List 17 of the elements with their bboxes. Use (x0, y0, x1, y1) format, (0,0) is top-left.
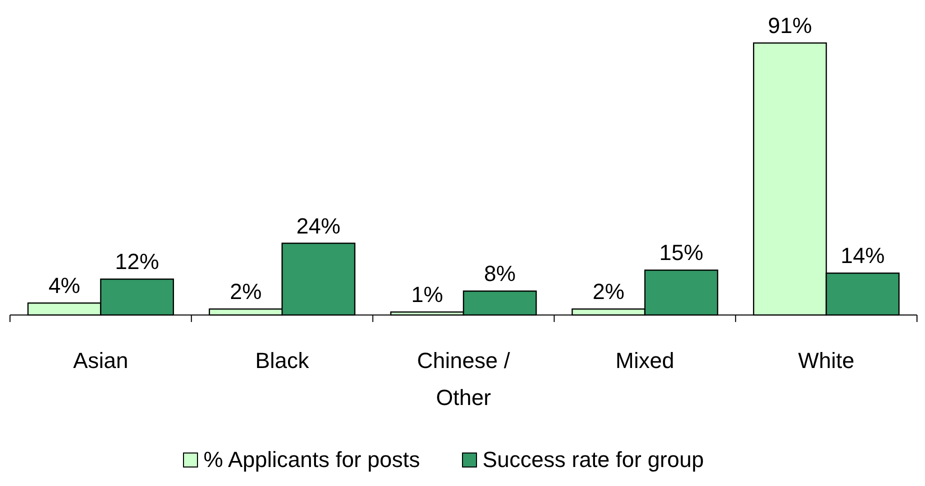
data-label: 15% (659, 240, 704, 266)
x-tick-label: Asian (73, 348, 128, 373)
x-tick-label: White (798, 348, 854, 373)
x-tick-label: Chinese / Other (417, 348, 511, 410)
data-label: 8% (484, 261, 516, 286)
legend-label: Success rate for group (482, 447, 704, 472)
data-label: 4% (48, 273, 80, 298)
x-tick-label: Black (255, 348, 310, 373)
data-label: 91% (768, 13, 812, 38)
data-label: 1% (411, 282, 444, 308)
data-label: 14% (840, 243, 885, 268)
legend-label: % Applicants for posts (204, 447, 420, 472)
x-tick-label: Mixed (616, 348, 674, 373)
data-label: 2% (230, 279, 262, 304)
data-label: 24% (296, 213, 340, 238)
data-label: 2% (592, 279, 624, 304)
data-label: 12% (115, 249, 160, 274)
